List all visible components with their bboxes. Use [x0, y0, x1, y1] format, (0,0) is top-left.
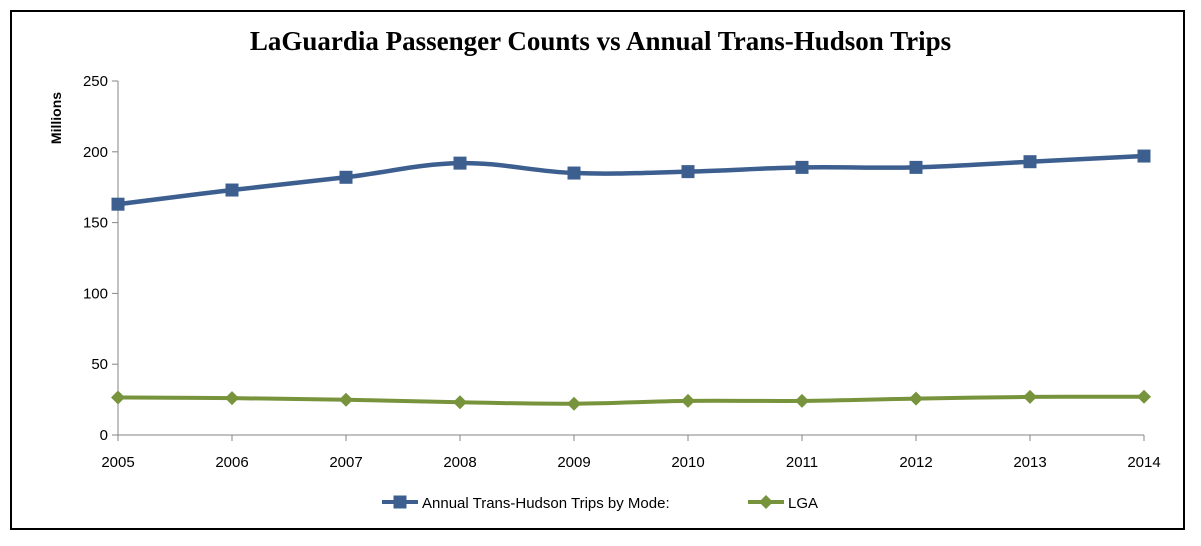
data-point	[339, 170, 353, 184]
chart-title: LaGuardia Passenger Counts vs Annual Tra…	[249, 26, 952, 56]
data-point	[1023, 155, 1037, 169]
y-axis-label: Millions	[48, 92, 64, 144]
data-point	[795, 393, 809, 408]
data-point	[681, 393, 695, 408]
legend-item: Annual Trans-Hudson Trips by Mode:	[382, 495, 670, 512]
data-point	[111, 390, 125, 405]
x-tick-label: 2007	[329, 454, 362, 471]
legend-item: LGA	[748, 495, 818, 512]
legend: Annual Trans-Hudson Trips by Mode: LGA	[382, 495, 818, 512]
data-point	[453, 395, 467, 410]
legend-label: Annual Trans-Hudson Trips by Mode:	[422, 495, 670, 512]
y-tick-label: 200	[83, 144, 108, 161]
data-point	[681, 165, 695, 179]
series-lga	[111, 389, 1151, 411]
data-point	[567, 396, 581, 411]
x-tick-label: 2012	[899, 454, 932, 471]
data-point	[1137, 389, 1151, 404]
legend-marker	[759, 495, 773, 509]
data-point	[225, 391, 239, 406]
data-point	[339, 392, 353, 407]
legend-label: LGA	[788, 495, 818, 512]
y-tick-label: 250	[83, 73, 108, 90]
x-tick-label: 2011	[786, 454, 818, 471]
data-point	[567, 166, 581, 180]
axes: 0 50 100 150 200 250 2005 2006 2007 2008 2009 2010 2…	[48, 73, 1161, 471]
y-tick-label: 150	[83, 215, 108, 232]
data-point	[909, 391, 923, 406]
x-tick-label: 2008	[443, 454, 476, 471]
data-point	[1023, 389, 1037, 404]
x-tick-label: 2005	[101, 454, 134, 471]
data-point	[795, 160, 809, 174]
x-tick-label: 2014	[1127, 454, 1160, 471]
data-point	[225, 183, 239, 197]
series-line	[117, 394, 1145, 406]
x-tick-label: 2010	[671, 454, 704, 471]
chart-frame	[10, 10, 1185, 530]
series-trans-hudson	[111, 149, 1151, 211]
legend-marker	[393, 495, 407, 509]
x-tick-label: 2009	[557, 454, 590, 471]
data-point	[111, 197, 125, 211]
series-line	[117, 153, 1145, 207]
x-tick-label: 2013	[1013, 454, 1046, 471]
y-tick-label: 50	[91, 356, 108, 373]
x-tick-label: 2006	[215, 454, 248, 471]
data-point	[1137, 149, 1151, 163]
y-tick-label: 100	[83, 285, 108, 302]
data-point	[453, 156, 467, 170]
series-layer	[111, 149, 1151, 411]
data-point	[909, 160, 923, 174]
y-tick-label: 0	[100, 427, 108, 444]
